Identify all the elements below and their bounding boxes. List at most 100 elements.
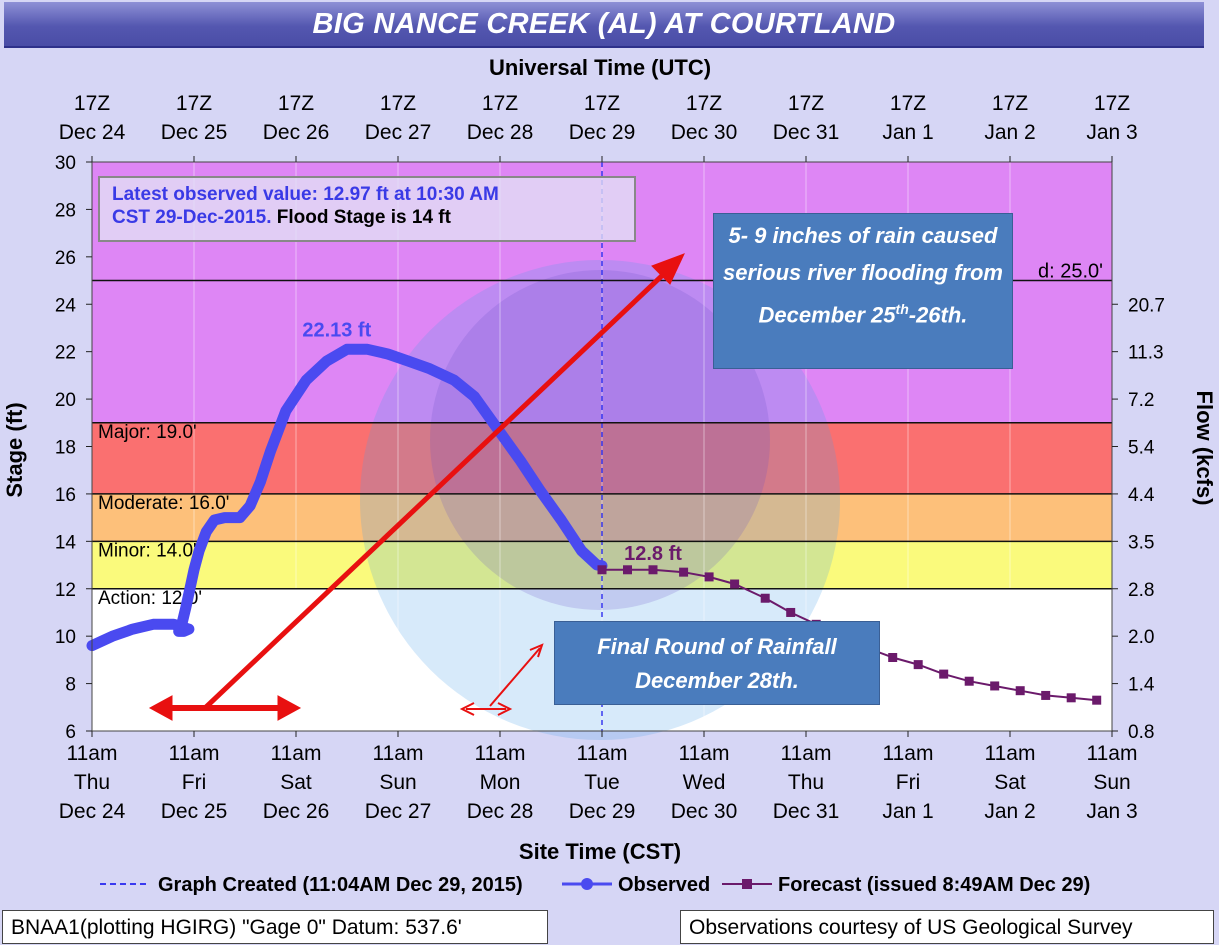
y-tick-label: 22 — [55, 343, 76, 364]
bottom-tick-day: Tue — [584, 771, 619, 794]
double-arrow-dec25-right-head — [277, 695, 302, 721]
latest-observed-date: CST 29-Dec-2015. — [112, 207, 272, 228]
bottom-tick-time: 11am — [169, 742, 220, 765]
flow-tick-label: 2.8 — [1128, 580, 1154, 601]
bottom-tick-time: 11am — [679, 742, 730, 765]
callout-final-rainfall: Final Round of Rainfall December 28th. — [554, 621, 880, 705]
observed-point — [515, 455, 526, 466]
top-tick-time: 17Z — [788, 92, 824, 115]
double-arrow-dec28-right-head — [497, 702, 513, 716]
top-tick-time: 17Z — [278, 92, 314, 115]
y-tick-label: 6 — [65, 722, 76, 743]
bottom-tick-day: Fri — [896, 771, 921, 794]
top-tick-time: 17Z — [584, 92, 620, 115]
latest-observed-line1: Latest observed value: 12.97 ft at 10:30… — [112, 184, 499, 205]
threshold-label-record: d: 25.0' — [1038, 261, 1103, 283]
footer-credit-text: Observations courtesy of US Geological S… — [689, 916, 1133, 939]
bottom-tick-day: Sat — [994, 771, 1026, 794]
observed-point — [219, 512, 230, 523]
bottom-tick-time: 11am — [373, 742, 424, 765]
observed-point — [382, 349, 393, 360]
bottom-tick-day: Mon — [480, 771, 521, 794]
observed-point — [489, 420, 500, 431]
callout-rain: 5- 9 inches of rain caused serious river… — [713, 213, 1013, 369]
small-diagonal-arrowhead — [529, 643, 544, 658]
forecast-point — [730, 579, 740, 589]
forecast-point — [913, 660, 923, 670]
bottom-tick-date: Dec 27 — [365, 800, 432, 823]
flow-tick-label: 0.8 — [1128, 722, 1154, 743]
top-tick-date: Jan 3 — [1086, 121, 1137, 144]
observed-point — [576, 545, 587, 556]
observed-point — [189, 564, 199, 575]
y-tick-label: 8 — [65, 675, 76, 696]
observed-point — [176, 619, 187, 630]
forecast-point — [1041, 690, 1051, 700]
bottom-tick-date: Dec 25 — [161, 800, 228, 823]
legend: Graph Created (11:04AM Dec 29, 2015) Obs… — [100, 874, 1090, 896]
bottom-tick-date: Dec 29 — [569, 800, 636, 823]
threshold-label-moderate: Moderate: 16.0' — [98, 493, 229, 514]
left-axis-title: Stage (ft) — [2, 402, 27, 497]
legend-forecast-marker — [742, 879, 752, 889]
diagonal-arrowhead — [651, 253, 685, 285]
bottom-tick-date: Dec 30 — [671, 800, 738, 823]
top-tick-date: Dec 27 — [365, 121, 432, 144]
top-tick-date: Jan 2 — [984, 121, 1035, 144]
diagonal-arrow-line — [203, 268, 670, 710]
y-tick-label: 20 — [55, 390, 76, 411]
bottom-tick-date: Dec 24 — [59, 800, 126, 823]
footer-credit-box: Observations courtesy of US Geological S… — [680, 910, 1214, 944]
legend-graph-created-label: Graph Created (11:04AM Dec 29, 2015) — [158, 874, 523, 896]
top-tick-date: Dec 25 — [161, 121, 228, 144]
forecast-crest-label: 12.8 ft — [624, 543, 682, 565]
top-tick-date: Dec 24 — [59, 121, 126, 144]
top-tick-date: Jan 1 — [882, 121, 933, 144]
flow-tick-label: 11.3 — [1128, 343, 1164, 364]
forecast-point — [648, 565, 658, 575]
legend-observed-label: Observed — [618, 874, 710, 896]
top-tick-time: 17Z — [380, 92, 416, 115]
double-arrow-dec28-left-head — [459, 702, 475, 716]
flow-tick-label: 5.4 — [1128, 438, 1155, 459]
flow-tick-label: 2.0 — [1128, 627, 1154, 648]
y-tick-label: 24 — [55, 295, 77, 316]
observed-point — [403, 356, 414, 367]
callout-final-line2: December 28th. — [635, 668, 799, 693]
y-tick-label: 26 — [55, 248, 76, 269]
forecast-point — [888, 653, 898, 663]
observed-point — [209, 514, 220, 525]
top-tick-date: Dec 30 — [671, 121, 738, 144]
top-tick-time: 17Z — [482, 92, 518, 115]
bottom-tick-date: Jan 1 — [882, 800, 933, 823]
observed-point — [321, 356, 332, 367]
bottom-tick-day: Wed — [683, 771, 726, 794]
observed-point — [362, 344, 373, 355]
top-tick-time: 17Z — [176, 92, 212, 115]
callout-rain-tail: -26th. — [908, 302, 968, 328]
observed-point — [194, 545, 205, 556]
y-tick-label: 12 — [55, 580, 76, 601]
observed-point — [556, 514, 567, 525]
footer-datum-box: BNAA1(plotting HGIRG) "Gage 0" Datum: 53… — [2, 910, 548, 944]
watermark-circle-outer — [360, 260, 840, 740]
callout-final-line1: Final Round of Rainfall — [597, 634, 837, 659]
top-tick-time: 17Z — [1094, 92, 1130, 115]
top-tick-date: Dec 29 — [569, 121, 636, 144]
observed-point — [180, 602, 191, 613]
observed-point — [107, 631, 118, 642]
observed-point — [127, 624, 138, 635]
forecast-point — [1066, 693, 1076, 703]
bottom-tick-time: 11am — [271, 742, 322, 765]
observed-point — [255, 477, 266, 488]
top-tick-date: Dec 28 — [467, 121, 534, 144]
top-tick-time: 17Z — [890, 92, 926, 115]
bottom-tick-day: Sun — [1093, 771, 1130, 794]
legend-forecast-label: Forecast (issued 8:49AM Dec 29) — [778, 874, 1090, 896]
footer-datum-text: BNAA1(plotting HGIRG) "Gage 0" Datum: 53… — [11, 916, 462, 939]
forecast-point — [786, 607, 796, 617]
top-axis-title: Universal Time (UTC) — [489, 55, 711, 80]
peak-value-label: 22.13 ft — [302, 320, 371, 342]
bottom-tick-date: Dec 28 — [467, 800, 534, 823]
flow-tick-label: 4.4 — [1128, 485, 1155, 506]
